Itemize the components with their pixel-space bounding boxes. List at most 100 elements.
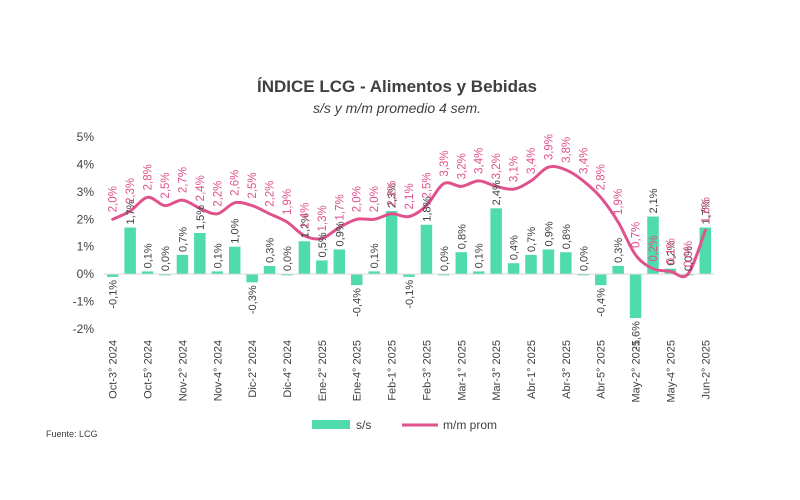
line-data-label: 2,4%: [195, 175, 207, 201]
line-data-label: 2,8%: [596, 164, 608, 190]
bar: [507, 263, 520, 275]
line-data-label: 1,3%: [317, 205, 329, 231]
line-data-label: 2,2%: [212, 181, 224, 207]
bar-data-label: 1,7%: [700, 199, 712, 224]
bar: [176, 254, 189, 275]
legend-label-bars: s/s: [356, 418, 371, 432]
line-data-label: 2,0%: [352, 186, 364, 212]
bar: [699, 227, 712, 275]
bar-labels: -0,1% 1,7% 0,1% 0,0% 0,7% 1,5% 0,1% 1,0% -0,3% 0,…: [108, 180, 713, 350]
line-data-label: 3,2%: [456, 153, 468, 179]
line-data-label: 1,9%: [613, 189, 625, 215]
chart-title: ÍNDICE LCG - Alimentos y Bebidas: [257, 77, 537, 96]
line-data-label: 0,2%: [648, 235, 660, 261]
y-tick-label: 0%: [77, 267, 95, 281]
x-tick-label: Feb-1° 2025: [387, 340, 399, 401]
bar: [647, 216, 659, 275]
bar: [228, 246, 241, 275]
bar: [472, 271, 485, 275]
bar-data-label: 0,8%: [456, 224, 468, 249]
bar: [629, 274, 642, 319]
bar: [316, 260, 328, 275]
bar-data-label: 0,0%: [683, 246, 695, 271]
bar: [577, 274, 590, 276]
x-tick-label: Abr-5° 2025: [596, 340, 608, 399]
x-tick-label: Dic-2° 2024: [247, 340, 259, 398]
bar-data-label: 0,0%: [282, 246, 294, 271]
x-axis: Oct-3° 2024 Oct-5° 2024 Nov-2° 2024 Nov-4° …: [108, 340, 713, 403]
y-tick-label: 5%: [77, 130, 95, 144]
bar-data-label: 0,0%: [160, 246, 172, 271]
line-data-label: 3,4%: [578, 148, 590, 174]
bar-data-label: 1,8%: [421, 196, 433, 221]
bar-data-label: 0,9%: [334, 221, 346, 246]
bar: [333, 249, 346, 275]
line-data-label: 0,1%: [665, 238, 677, 264]
line-data-label: 2,5%: [160, 172, 172, 198]
line-data-label: 3,4%: [526, 148, 538, 174]
line-data-label: 2,2%: [265, 181, 277, 207]
line-series: [111, 164, 707, 279]
x-tick-label: Oct-5° 2024: [143, 340, 155, 399]
legend-swatch-bars: [312, 420, 350, 429]
line-data-label: 1,6%: [700, 197, 712, 223]
line-data-label: 3,9%: [543, 134, 555, 160]
bar: [490, 208, 502, 275]
line-data-label: 0,7%: [631, 222, 643, 248]
x-tick-label: Abr-3° 2025: [561, 340, 573, 399]
bar-data-label: -0,1%: [404, 280, 416, 309]
bar-data-label: -0,3%: [247, 285, 259, 314]
bar-data-label: 2,4%: [491, 180, 503, 205]
bar: [281, 274, 293, 276]
line-data-label: 2,5%: [421, 172, 433, 198]
bar-data-label: 0,4%: [509, 235, 521, 260]
bar: [455, 252, 468, 275]
line-data-label: 2,3%: [125, 178, 137, 204]
bar: [211, 271, 224, 275]
y-tick-label: -2%: [73, 322, 95, 336]
line-data-label: 2,2%: [387, 181, 399, 207]
line-data-label: 3,8%: [561, 137, 573, 163]
line-data-label: 1,9%: [282, 189, 294, 215]
bar: [612, 265, 624, 275]
bar: [350, 274, 363, 286]
bar-data-label: 1,0%: [230, 218, 242, 243]
line-labels: 2,0% 2,3% 2,8% 2,5% 2,7% 2,4% 2,2% 2,6% 2,5% 2,2%…: [108, 134, 713, 267]
line-data-label: 2,6%: [230, 170, 242, 196]
line-path: [111, 164, 707, 279]
bar: [525, 254, 537, 275]
bar-data-label: 0,7%: [526, 227, 538, 252]
bar-data-label: 0,3%: [265, 238, 277, 263]
line-data-label: 1,7%: [334, 194, 346, 220]
bar: [560, 252, 572, 275]
x-tick-label: May-2° 2025: [631, 340, 643, 403]
bar-data-label: 1,5%: [195, 205, 207, 230]
bar: [594, 274, 607, 286]
bar: [403, 274, 415, 277]
bar-data-label: 0,0%: [439, 246, 451, 271]
line-data-label: 0,0%: [683, 241, 695, 267]
bar: [141, 271, 154, 275]
y-axis: -2% -1% 0% 1% 2% 3% 4% 5%: [73, 130, 95, 336]
bar-data-label: 1,7%: [125, 199, 137, 224]
bar-data-label: 0,0%: [578, 246, 590, 271]
x-tick-label: Jun-2° 2025: [700, 340, 712, 399]
line-data-label: 3,1%: [509, 156, 521, 182]
bar-data-label: -0,4%: [596, 288, 608, 317]
bar-data-label: 2,1%: [648, 188, 660, 213]
bar-data-label: 0,1%: [212, 243, 224, 268]
bar: [194, 233, 206, 275]
line-data-label: 2,7%: [177, 167, 189, 193]
line-data-label: 3,3%: [439, 150, 451, 176]
line-data-label: 3,4%: [474, 148, 486, 174]
bar: [263, 265, 276, 275]
chart-subtitle: s/s y m/m promedio 4 sem.: [313, 100, 481, 116]
x-tick-label: Abr-1° 2025: [526, 340, 538, 399]
bar: [106, 274, 119, 277]
y-tick-label: -1%: [73, 295, 95, 309]
line-data-label: 2,0%: [369, 186, 381, 212]
bar-data-label: 0,2%: [665, 240, 677, 265]
bar-data-label: -0,4%: [352, 288, 364, 317]
bar-data-label: 0,1%: [143, 243, 155, 268]
